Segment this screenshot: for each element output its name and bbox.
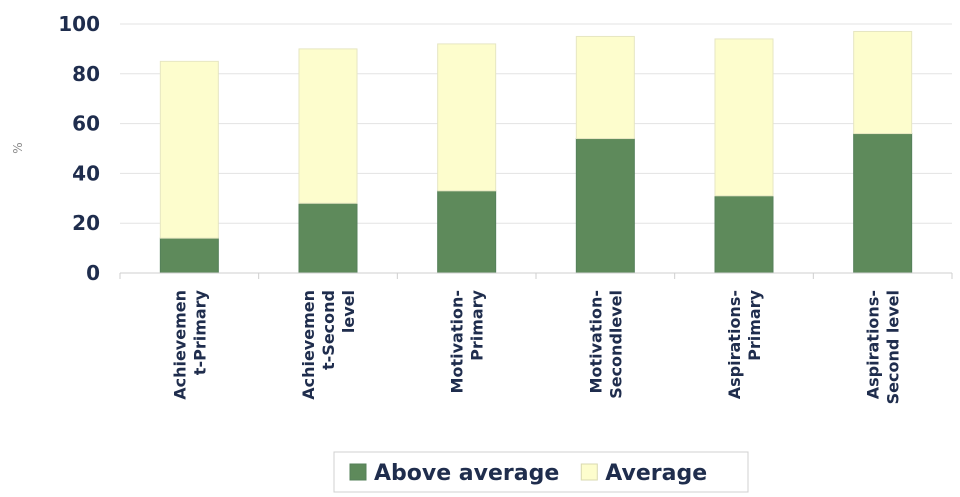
category-label: Aspirations- Primary <box>725 289 764 399</box>
category-label-line: Achievemen <box>299 290 318 400</box>
y-tick-label: 80 <box>72 62 100 86</box>
category-label: Motivation- Primary <box>448 289 487 393</box>
bar-average <box>575 35 635 140</box>
bar-above-average <box>714 195 774 274</box>
legend-swatch <box>580 463 598 481</box>
bar-above-average <box>159 237 219 274</box>
category-label: Achievemen t-Second level <box>299 290 358 400</box>
bar-average <box>437 43 497 192</box>
x-axis-ticks <box>119 273 953 279</box>
legend-label: Above average <box>374 461 559 486</box>
bar-above-average <box>853 133 913 274</box>
bar-above-average <box>575 138 635 274</box>
legend: Above average Average <box>333 451 749 493</box>
gridlines <box>120 23 952 224</box>
category-label-line: Motivation- <box>448 290 467 393</box>
category-label: Achievemen t-Primary <box>170 289 209 399</box>
y-tick-label: 20 <box>72 211 100 235</box>
legend-label: Average <box>605 461 707 486</box>
category-label-line: level <box>339 290 358 333</box>
category-label-line: Motivation- <box>586 290 605 393</box>
bar-average <box>159 60 219 239</box>
category-label-line: t-Primary <box>190 289 209 375</box>
category-label-line: Primary <box>745 289 764 360</box>
category-label: Motivation- Secondlevel <box>586 290 625 399</box>
legend-box <box>333 451 749 493</box>
category-label-line: Aspirations- <box>725 290 744 399</box>
category-label: Aspirations- Second level <box>864 290 903 404</box>
y-tick-label: 60 <box>72 112 100 136</box>
category-label-line: Primary <box>468 289 487 360</box>
bar-average <box>714 38 774 197</box>
bar-average <box>853 30 913 135</box>
category-label-line: Secondlevel <box>606 290 625 399</box>
legend-swatch <box>349 463 367 481</box>
category-label-line: Aspirations- <box>864 290 883 399</box>
category-label-line: Second level <box>884 290 903 404</box>
bar-average <box>298 48 358 204</box>
category-labels: Achievemen t-Primary Achievemen t-Second lev… <box>170 289 902 404</box>
y-tick-label: 0 <box>86 261 100 285</box>
y-tick-label: 40 <box>72 161 100 185</box>
y-axis-ticks: 0 20 40 60 80 100 <box>58 12 100 285</box>
bar-above-average <box>298 202 358 274</box>
category-label-line: Achievemen <box>170 290 189 400</box>
y-tick-label: 100 <box>58 12 100 36</box>
category-label-line: t-Second <box>319 290 338 370</box>
bars <box>159 30 913 274</box>
bar-above-average <box>437 190 497 274</box>
y-axis-label: % <box>11 142 25 153</box>
